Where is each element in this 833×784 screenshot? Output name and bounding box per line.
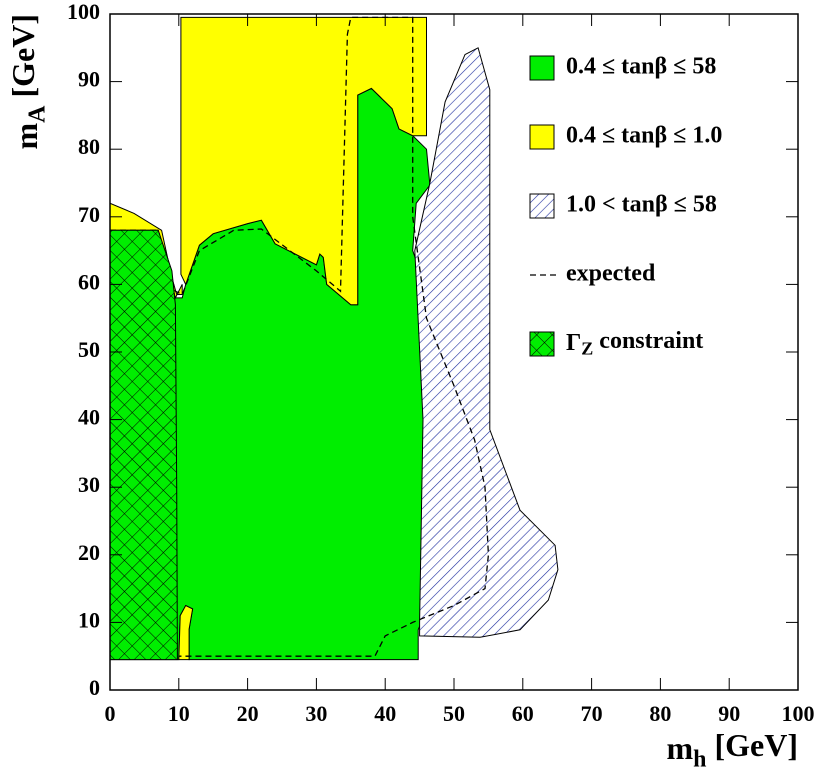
x-tick-label: 40 [374,701,396,726]
x-tick-label: 20 [237,701,259,726]
y-tick-label: 90 [78,67,100,92]
x-tick-label: 80 [649,701,671,726]
x-tick-label: 70 [581,701,603,726]
region-crosshatch [109,229,178,661]
y-tick-label: 0 [89,675,100,700]
x-tick-label: 0 [105,701,116,726]
x-tick-label: 30 [305,701,327,726]
region-hatch [414,47,559,638]
legend-label: 0.4 ≤ tanβ ≤ 58 [566,54,716,80]
x-tick-label: 10 [168,701,190,726]
x-tick-label: 50 [443,701,465,726]
y-tick-label: 60 [78,269,100,294]
y-tick-label: 20 [78,540,100,565]
y-tick-label: 40 [78,405,100,430]
y-tick-label: 100 [67,0,100,24]
legend-swatch [529,193,555,219]
y-tick-label: 80 [78,134,100,159]
x-tick-label: 100 [782,701,815,726]
legend-swatch [529,331,555,357]
legend-label: expected [566,261,656,287]
legend-label: ΓZ constraint [566,327,703,358]
x-axis-label: mh [GeV] [666,728,798,772]
legend-label: 1.0 < tanβ ≤ 58 [566,192,717,218]
y-tick-label: 30 [78,472,100,497]
y-axis-label: mA [GeV] [6,14,50,150]
x-tick-label: 90 [718,701,740,726]
y-tick-label: 50 [78,337,100,362]
y-tick-label: 10 [78,607,100,632]
plot-area [109,16,559,661]
y-tick-label: 70 [78,202,100,227]
legend-swatch [529,55,555,81]
region-dashed [110,16,490,657]
x-tick-label: 60 [512,701,534,726]
legend-swatch [529,124,555,150]
legend-label: 0.4 ≤ tanβ ≤ 1.0 [566,123,722,149]
